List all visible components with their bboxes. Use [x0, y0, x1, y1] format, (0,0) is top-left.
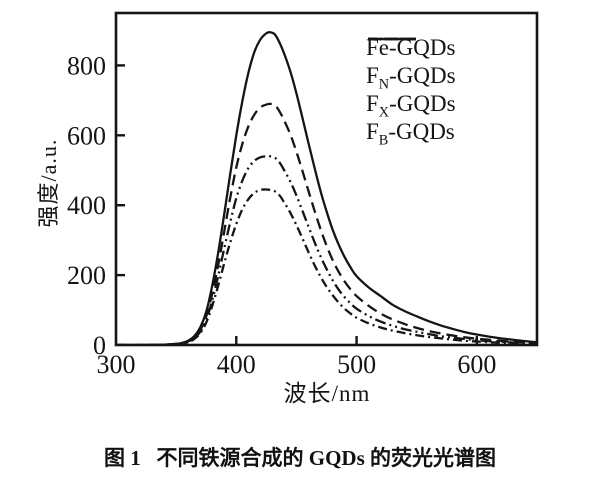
legend-line-sample — [368, 37, 416, 41]
legend-label: FB-GQDs — [366, 118, 455, 149]
legend-label: FX-GQDs — [366, 90, 456, 121]
legend: Fe-GQDs FN-GQDs FX-GQDs FB-GQDs — [366, 33, 456, 149]
plot-area: 300 400 500 600 0 200 400 600 800 — [67, 11, 539, 379]
curve-fe-gqds — [117, 30, 536, 345]
legend-entry-fn-gqds: FN-GQDs — [366, 37, 456, 93]
x-tick-label: 600 — [457, 350, 496, 379]
legend-entry-fx-gqds: FX-GQDs — [366, 37, 456, 121]
plot-frame — [114, 11, 539, 347]
legend-label: FN-GQDs — [366, 62, 456, 93]
x-axis-label: 波长/nm — [283, 381, 371, 406]
y-tick-label: 0 — [93, 331, 106, 360]
figure-caption: 图 1 不同铁源合成的 GQDs 的荧光光谱图 Fig.1 Fluorescen… — [0, 408, 600, 502]
x-tick-label: 500 — [337, 350, 376, 379]
legend-entry-fb-gqds: FB-GQDs — [366, 37, 456, 149]
x-tick-label: 400 — [217, 350, 256, 379]
fluorescence-chart: 300 400 500 600 0 200 400 600 800 强度/a.u. 波长/nm … — [36, 11, 539, 406]
y-tick-label: 200 — [67, 261, 106, 290]
caption-chinese: 图 1 不同铁源合成的 GQDs 的荧光光谱图 — [103, 446, 496, 470]
x-tick-label: 300 — [97, 350, 136, 379]
y-axis-label: 强度/a.u. — [36, 138, 61, 228]
curve-fn-gqds — [117, 102, 536, 345]
legend-label: Fe-GQDs — [366, 34, 456, 60]
y-tick-label: 600 — [67, 121, 106, 150]
y-tick-label: 400 — [67, 191, 106, 220]
curve-fb-gqds — [117, 188, 536, 345]
curve-fx-gqds — [117, 154, 536, 345]
y-tick-label: 800 — [67, 51, 106, 80]
